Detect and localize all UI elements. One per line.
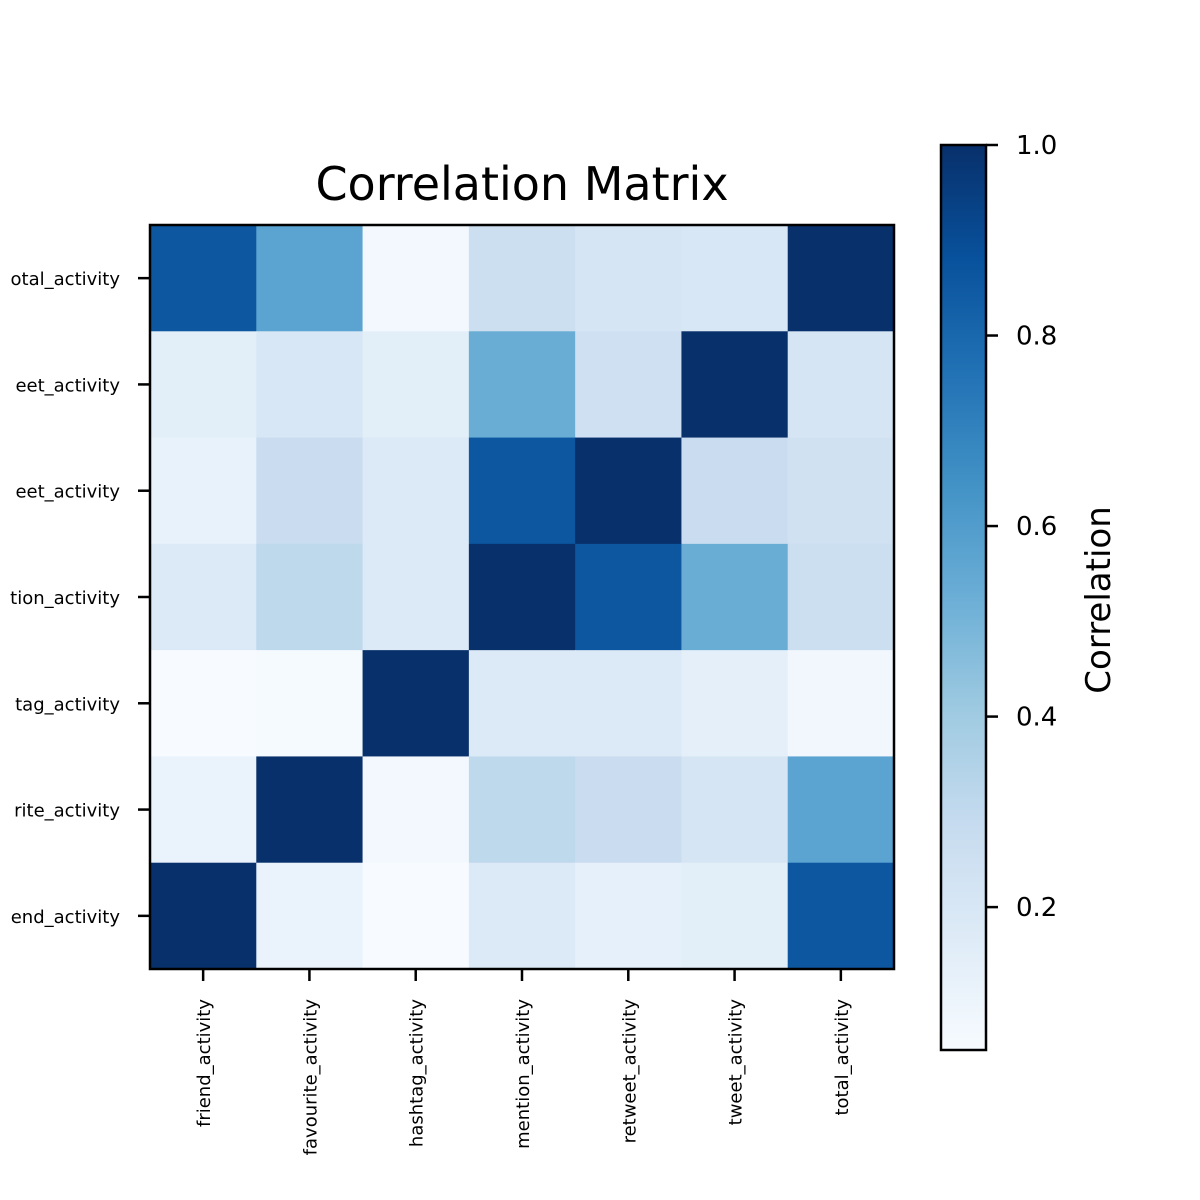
heatmap-cell-4-2 bbox=[362, 650, 470, 758]
x-tick-label: retweet_activity bbox=[619, 999, 640, 1144]
heatmap-cell-1-5 bbox=[681, 331, 789, 439]
x-tick-label: total_activity bbox=[832, 999, 853, 1116]
heatmap-cell-6-0 bbox=[150, 862, 257, 970]
y-tick-label: tion_activity bbox=[10, 588, 120, 609]
heatmap-cell-1-2 bbox=[362, 331, 470, 439]
x-tick-label: hashtag_activity bbox=[407, 999, 428, 1147]
heatmap-cell-2-3 bbox=[468, 437, 576, 545]
heatmap-cell-1-3 bbox=[468, 331, 576, 439]
x-tick-label: tweet_activity bbox=[726, 999, 747, 1126]
heatmap-cell-5-5 bbox=[681, 756, 789, 864]
y-axis-ticks: otal_activity eet_activity eet_activitytio… bbox=[10, 269, 150, 928]
heatmap-cell-0-0 bbox=[150, 225, 257, 332]
heatmap-cell-0-4 bbox=[575, 225, 683, 332]
heatmap-cell-2-4 bbox=[575, 437, 683, 545]
colorbar-tick-label: 0.8 bbox=[1016, 322, 1057, 352]
heatmap-cell-2-2 bbox=[362, 437, 470, 545]
heatmap-cell-3-2 bbox=[362, 543, 470, 651]
heatmap-cell-3-3 bbox=[468, 543, 576, 651]
heatmap-cell-5-6 bbox=[787, 756, 895, 864]
heatmap-cell-3-6 bbox=[787, 543, 895, 651]
y-tick-label: eet_activity bbox=[15, 375, 120, 396]
heatmap-cell-3-1 bbox=[256, 543, 364, 651]
heatmap-cell-6-1 bbox=[256, 862, 364, 970]
heatmap-cell-0-1 bbox=[256, 225, 364, 332]
colorbar-tick-label: 0.4 bbox=[1016, 703, 1057, 733]
heatmap-cell-5-3 bbox=[468, 756, 576, 864]
y-tick-label: otal_activity bbox=[11, 269, 121, 290]
y-tick-label: tag_activity bbox=[15, 694, 120, 715]
heatmap-cells bbox=[150, 225, 895, 970]
heatmap-cell-3-4 bbox=[575, 543, 683, 651]
heatmap-cell-4-4 bbox=[575, 650, 683, 758]
heatmap-cell-4-3 bbox=[468, 650, 576, 758]
heatmap-cell-5-4 bbox=[575, 756, 683, 864]
y-tick-label: eet_activity bbox=[15, 482, 120, 503]
heatmap-cell-0-6 bbox=[787, 225, 895, 332]
heatmap-cell-2-6 bbox=[787, 437, 895, 545]
y-tick-label: end_activity bbox=[11, 907, 121, 928]
heatmap-cell-2-1 bbox=[256, 437, 364, 545]
colorbar bbox=[939, 143, 988, 1052]
heatmap-cell-3-5 bbox=[681, 543, 789, 651]
heatmap-cell-4-0 bbox=[150, 650, 257, 758]
heatmap-cell-4-1 bbox=[256, 650, 364, 758]
heatmap-cell-6-4 bbox=[575, 862, 683, 970]
x-axis-ticks: friend_activity favourite_activity hashtag… bbox=[194, 969, 853, 1155]
heatmap-cell-6-6 bbox=[787, 862, 895, 970]
colorbar-label: Correlation bbox=[1079, 506, 1119, 693]
heatmap-cell-5-2 bbox=[362, 756, 470, 864]
x-tick-label: mention_activity bbox=[513, 999, 534, 1149]
chart-title: Correlation Matrix bbox=[315, 157, 728, 211]
heatmap-cell-0-3 bbox=[468, 225, 576, 332]
heatmap-cell-1-6 bbox=[787, 331, 895, 439]
heatmap-cell-1-4 bbox=[575, 331, 683, 439]
y-tick-label: rite_activity bbox=[14, 801, 120, 822]
heatmap-cell-6-5 bbox=[681, 862, 789, 970]
heatmap-cell-0-5 bbox=[681, 225, 789, 332]
colorbar-tick-label: 1.0 bbox=[1016, 131, 1057, 161]
heatmap-cell-5-1 bbox=[256, 756, 364, 864]
heatmap-cell-4-6 bbox=[787, 650, 895, 758]
heatmap-cell-3-0 bbox=[150, 543, 257, 651]
heatmap-cell-1-0 bbox=[150, 331, 257, 439]
heatmap-cell-5-0 bbox=[150, 756, 257, 864]
heatmap-cell-6-2 bbox=[362, 862, 470, 970]
colorbar-ticks: 0.2 0.4 0.6 0.8 1.0 bbox=[986, 131, 1057, 923]
colorbar-tick-label: 0.6 bbox=[1016, 512, 1057, 542]
x-tick-label: favourite_activity bbox=[300, 999, 321, 1156]
x-tick-label: friend_activity bbox=[194, 999, 215, 1127]
heatmap-cell-2-5 bbox=[681, 437, 789, 545]
colorbar-tick-label: 0.2 bbox=[1016, 893, 1057, 923]
heatmap-cell-1-1 bbox=[256, 331, 364, 439]
heatmap-cell-4-5 bbox=[681, 650, 789, 758]
heatmap-cell-2-0 bbox=[150, 437, 257, 545]
heatmap-cell-0-2 bbox=[362, 225, 470, 332]
heatmap-cell-6-3 bbox=[468, 862, 576, 970]
